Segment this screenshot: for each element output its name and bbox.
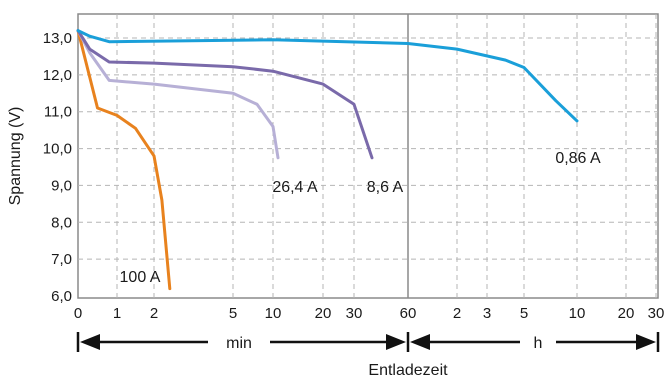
y-tick-label: 6,0: [51, 288, 72, 305]
y-tick-label: 8,0: [51, 214, 72, 231]
x-tick-label: 30: [648, 305, 665, 322]
series-line: [76, 29, 172, 291]
x-tick-label: 2: [453, 305, 461, 322]
time-axis-arrows: min h: [76, 332, 660, 352]
y-tick-label: 10,0: [43, 141, 72, 158]
plot-frame-group: [77, 13, 659, 299]
x-tick-label: 20: [315, 305, 332, 322]
series-label: 8,6 A: [367, 179, 404, 196]
x-tick-label: 5: [520, 305, 528, 322]
series-line: [76, 29, 579, 123]
series-label: 0,86 A: [555, 150, 601, 167]
x-tick-label: 5: [229, 305, 237, 322]
x-tick-label: 10: [569, 305, 586, 322]
x-tick-label: 3: [483, 305, 491, 322]
x-axis-ticks: 0 1 2 5 10 20 30 60 2 3 5 10 20 30: [74, 305, 665, 322]
y-tick-label: 11,0: [44, 104, 72, 121]
y-tick-label: 13,0: [43, 30, 72, 47]
h-arrow-right-head: [636, 334, 656, 350]
y-axis-title: Spannung (V): [7, 107, 24, 206]
series-label: 100 A: [120, 269, 161, 286]
x-tick-label: 30: [346, 305, 363, 322]
series-line: [76, 29, 374, 160]
min-arrow-left-head: [80, 334, 100, 350]
x-tick-label: 20: [618, 305, 635, 322]
series-line: [76, 29, 280, 160]
x-axis-title: Entladezeit: [368, 362, 448, 379]
x-tick-label: 0: [74, 305, 82, 322]
segment-label-h: h: [534, 335, 543, 352]
series-labels: 100 A 26,4 A 8,6 A 0,86 A: [120, 150, 601, 286]
series-label: 26,4 A: [272, 179, 318, 196]
series-lines: [76, 29, 579, 291]
x-tick-label: 1: [113, 305, 121, 322]
segment-label-min: min: [226, 335, 252, 352]
y-tick-label: 7,0: [51, 251, 72, 268]
y-axis-ticks: 13,0 12,0 11,0 10,0 9,0 8,0 7,0 6,0: [43, 30, 72, 305]
min-arrow-right-head: [386, 334, 406, 350]
x-tick-label: 2: [150, 305, 158, 322]
x-tick-label: 60: [400, 305, 417, 322]
y-tick-label: 12,0: [43, 67, 72, 84]
h-arrow-left-head: [410, 334, 430, 350]
x-tick-label: 10: [265, 305, 282, 322]
y-tick-label: 9,0: [51, 177, 72, 194]
plot-frame: [77, 13, 659, 299]
